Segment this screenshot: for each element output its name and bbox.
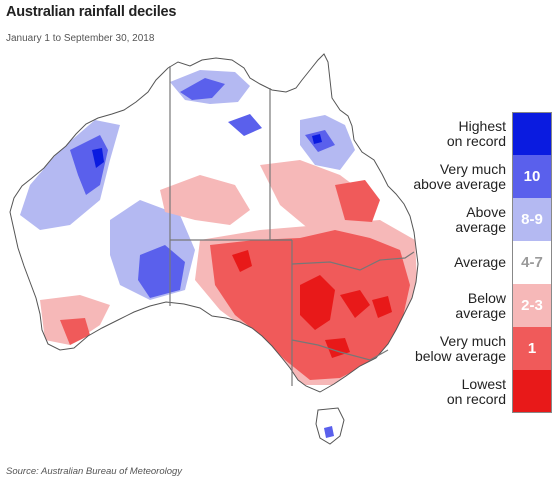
region-cape-york-highest	[312, 134, 322, 144]
tasmania	[315, 407, 345, 445]
region-qld-east-very-much-below	[335, 180, 380, 222]
region-east-lowest	[372, 296, 392, 318]
region-top-end-very-much-above	[180, 78, 225, 100]
region-qld-below	[260, 160, 370, 240]
legend-item: Above average 8-9	[402, 198, 556, 241]
legend-swatch	[512, 370, 552, 413]
legend-swatch: 8-9	[512, 198, 552, 241]
legend: Highest on record Very much above average 10…	[402, 112, 556, 413]
legend-label: Average	[396, 241, 506, 284]
legend-item: Very much below average 1	[402, 327, 556, 370]
australia-rainfall-map	[0, 50, 440, 460]
legend-label-line2: above average	[413, 175, 506, 192]
region-central-below	[160, 175, 250, 225]
region-sw-very-much-below	[60, 318, 90, 345]
region-top-end-very-much-above-east	[228, 114, 262, 136]
tasmania-above	[324, 426, 334, 438]
legend-label: Highest on record	[396, 112, 506, 155]
legend-item: Very much above average 10	[402, 155, 556, 198]
region-central-wa-very-much-above	[138, 245, 185, 298]
legend-label-line2: below average	[414, 347, 506, 364]
legend-label: Very much below average	[396, 327, 506, 370]
legend-label: Above average	[396, 198, 506, 241]
legend-item: Lowest on record	[402, 370, 556, 413]
legend-item: Below average 2-3	[402, 284, 556, 327]
legend-swatch	[512, 112, 552, 155]
legend-label-line2: on record	[446, 390, 506, 407]
legend-label-line1: Highest	[458, 117, 506, 134]
legend-label: Below average	[396, 284, 506, 327]
legend-swatch: 10	[512, 155, 552, 198]
chart-title: Australian rainfall deciles	[6, 4, 177, 20]
legend-label-line1: Very much	[439, 160, 506, 177]
legend-swatch: 4-7	[512, 241, 552, 284]
legend-label-line1: Very much	[439, 332, 506, 349]
legend-label: Very much above average	[396, 155, 506, 198]
legend-swatch: 1	[512, 327, 552, 370]
legend-item: Highest on record	[402, 112, 556, 155]
region-nsw-east-lowest	[340, 290, 370, 318]
region-pilbara-highest	[92, 148, 104, 168]
legend-label-line1: Below	[467, 289, 506, 306]
legend-label-line1: Average	[454, 254, 506, 270]
source-note: Source: Australian Bureau of Meteorology	[6, 466, 183, 477]
legend-label-line1: Lowest	[461, 375, 506, 392]
legend-label-line2: on record	[446, 132, 506, 149]
legend-label-line2: average	[455, 304, 506, 321]
region-sa-lowest	[232, 250, 252, 272]
state-borders	[169, 66, 415, 386]
legend-label: Lowest on record	[396, 370, 506, 413]
legend-item: Average 4-7	[402, 241, 556, 284]
region-nsw-lowest	[300, 275, 335, 330]
legend-swatch: 2-3	[512, 284, 552, 327]
legend-label-line1: Above	[466, 203, 506, 220]
chart-subtitle: January 1 to September 30, 2018	[6, 33, 155, 44]
coastline	[9, 53, 419, 393]
legend-label-line2: average	[455, 218, 506, 235]
